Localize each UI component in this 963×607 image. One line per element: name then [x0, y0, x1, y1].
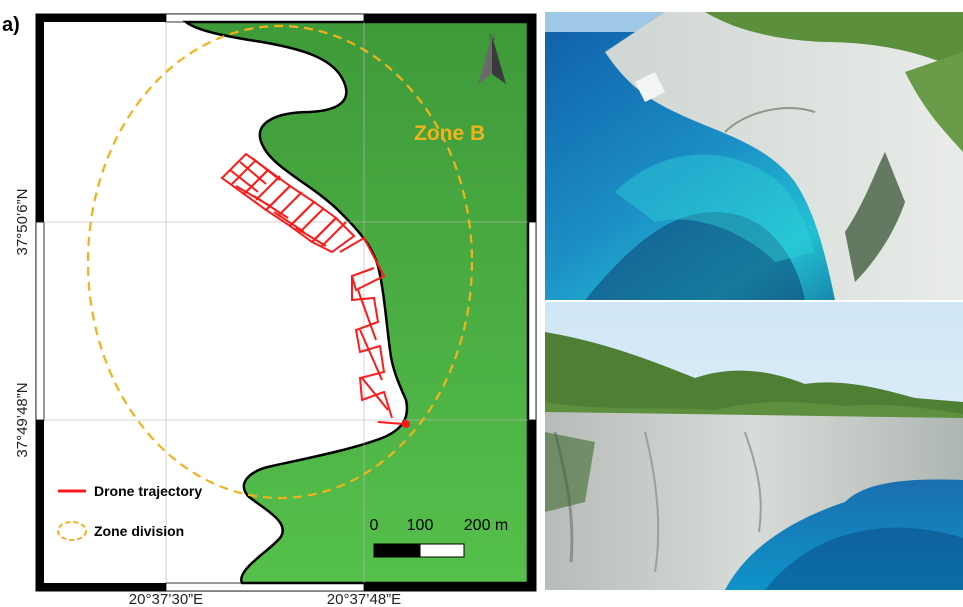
photo-b [545, 12, 963, 300]
panel-a-label: a) [2, 14, 20, 36]
legend-zone-label: Zone division [94, 523, 184, 539]
land-area [182, 20, 530, 585]
north-arrow-icon: N [478, 32, 506, 84]
scale-label-0: 0 [370, 517, 379, 534]
photo-c [545, 302, 963, 590]
scale-label-200: 200 m [464, 517, 508, 534]
map-legend: Drone trajectory Zone division [57, 483, 202, 541]
scale-label-100: 100 [407, 517, 434, 534]
zone-division-boundary [86, 24, 474, 500]
drone-trajectory [220, 152, 405, 425]
map-panel: N Zone B Drone trajectory Zone division … [14, 13, 537, 607]
cliff-photo-c-icon [545, 302, 963, 590]
cliff-photo-b-icon [545, 12, 963, 300]
lon-label-1: 20°37’30”E [129, 591, 203, 607]
legend-zone-swatch [57, 521, 87, 541]
scale-bar: 0 100 200 m [370, 517, 508, 558]
legend-drone-label: Drone trajectory [94, 483, 202, 499]
zone-b-label: Zone B [414, 122, 485, 145]
graticule [44, 22, 528, 583]
drone-trajectory-end-point [402, 420, 410, 428]
lat-label-1: 37°50’6”N [14, 189, 31, 256]
lat-label-2: 37°49’48”N [14, 382, 31, 457]
svg-text:N: N [489, 32, 496, 42]
lon-label-2: 20°37’48”E [327, 591, 401, 607]
